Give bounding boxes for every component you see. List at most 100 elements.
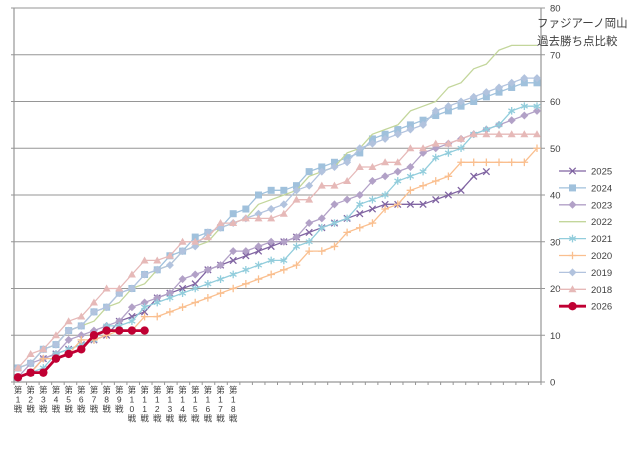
marker-triangle xyxy=(431,139,440,147)
marker-x xyxy=(457,186,465,194)
marker-diamond xyxy=(140,270,149,279)
marker-diamond xyxy=(355,191,364,199)
legend-label: 2021 xyxy=(591,234,612,245)
marker-asterisk xyxy=(394,177,402,185)
marker-square xyxy=(318,163,326,171)
marker-square xyxy=(533,79,541,87)
marker-triangle xyxy=(520,130,529,138)
y-tick-label: 30 xyxy=(550,237,561,248)
marker-x xyxy=(444,191,453,199)
marker-plus xyxy=(482,158,491,167)
marker-square xyxy=(394,126,402,134)
marker-diamond xyxy=(482,88,491,97)
marker-diamond xyxy=(381,172,390,181)
marker-diamond xyxy=(343,195,352,204)
marker-square xyxy=(280,186,288,194)
marker-plus xyxy=(191,298,200,307)
marker-diamond xyxy=(127,284,136,293)
marker-triangle xyxy=(343,176,352,184)
marker-circle xyxy=(89,331,99,340)
marker-triangle xyxy=(165,251,174,259)
marker-triangle xyxy=(507,130,516,138)
marker-circle xyxy=(568,302,577,311)
marker-plus xyxy=(292,261,301,269)
marker-square xyxy=(356,149,364,157)
marker-square xyxy=(368,135,376,143)
marker-circle xyxy=(64,349,73,359)
marker-square xyxy=(432,112,440,120)
marker-triangle xyxy=(330,181,339,189)
marker-plus xyxy=(267,270,275,279)
marker-asterisk xyxy=(229,270,237,279)
marker-asterisk xyxy=(128,317,136,326)
marker-diamond xyxy=(330,200,339,209)
marker-plus xyxy=(204,294,212,302)
marker-triangle xyxy=(393,158,402,166)
marker-triangle xyxy=(317,181,326,189)
marker-x xyxy=(381,200,389,209)
legend-label: 2019 xyxy=(591,268,612,279)
marker-asterisk xyxy=(432,153,440,162)
marker-diamond xyxy=(431,106,440,115)
marker-plus xyxy=(140,312,149,321)
marker-diamond xyxy=(317,214,326,223)
marker-square xyxy=(444,107,452,115)
legend-label: 2026 xyxy=(591,302,612,313)
marker-square xyxy=(569,184,576,192)
marker-circle xyxy=(13,373,23,382)
marker-diamond xyxy=(77,331,86,340)
y-axis-labels: 0 10 20 30 40 50 60 70 80 xyxy=(550,4,561,389)
marker-diamond xyxy=(419,120,428,129)
marker-diamond xyxy=(406,162,415,171)
marker-diamond xyxy=(165,261,174,270)
y-tick-label: 10 xyxy=(550,331,561,342)
marker-diamond xyxy=(381,134,390,143)
marker-diamond xyxy=(178,275,187,284)
marker-triangle xyxy=(568,285,577,293)
marker-triangle xyxy=(89,298,98,306)
marker-x xyxy=(432,196,440,204)
marker-triangle xyxy=(495,130,504,138)
marker-asterisk xyxy=(204,280,212,288)
marker-plus xyxy=(178,303,187,311)
marker-x xyxy=(267,242,275,251)
legend: 2025 2024 2023 2022 2021 2020 2019 2018 2026 xyxy=(559,167,612,313)
legend-item-2018: 2018 xyxy=(559,285,612,296)
marker-triangle xyxy=(127,270,136,278)
marker-plus xyxy=(568,251,577,260)
marker-diamond xyxy=(254,242,263,251)
marker-diamond xyxy=(568,268,577,277)
marker-diamond xyxy=(469,92,478,101)
marker-diamond xyxy=(330,162,339,171)
marker-plus xyxy=(355,223,364,232)
marker-circle xyxy=(39,368,48,377)
marker-plus xyxy=(318,247,326,255)
marker-triangle xyxy=(51,331,60,339)
marker-diamond xyxy=(77,321,86,330)
marker-diamond xyxy=(533,74,541,83)
marker-asterisk xyxy=(305,237,313,246)
marker-plus xyxy=(280,266,288,274)
marker-x xyxy=(254,247,263,255)
marker-asterisk xyxy=(330,219,339,227)
marker-plus xyxy=(507,158,516,167)
marker-plus xyxy=(495,158,503,167)
marker-triangle xyxy=(229,219,238,227)
marker-asterisk xyxy=(216,275,225,283)
marker-x xyxy=(356,210,364,218)
chart-title-line-1: ファジアーノ岡山 xyxy=(537,17,627,30)
marker-diamond xyxy=(267,205,276,214)
marker-diamond xyxy=(520,111,529,120)
marker-triangle xyxy=(444,139,453,147)
marker-x xyxy=(178,284,187,293)
y-tick-label: 70 xyxy=(550,50,561,61)
marker-diamond xyxy=(191,270,200,279)
marker-circle xyxy=(102,326,111,335)
marker-asterisk xyxy=(242,266,250,274)
marker-x xyxy=(470,172,478,180)
marker-plus xyxy=(166,308,174,316)
marker-triangle xyxy=(64,317,73,325)
